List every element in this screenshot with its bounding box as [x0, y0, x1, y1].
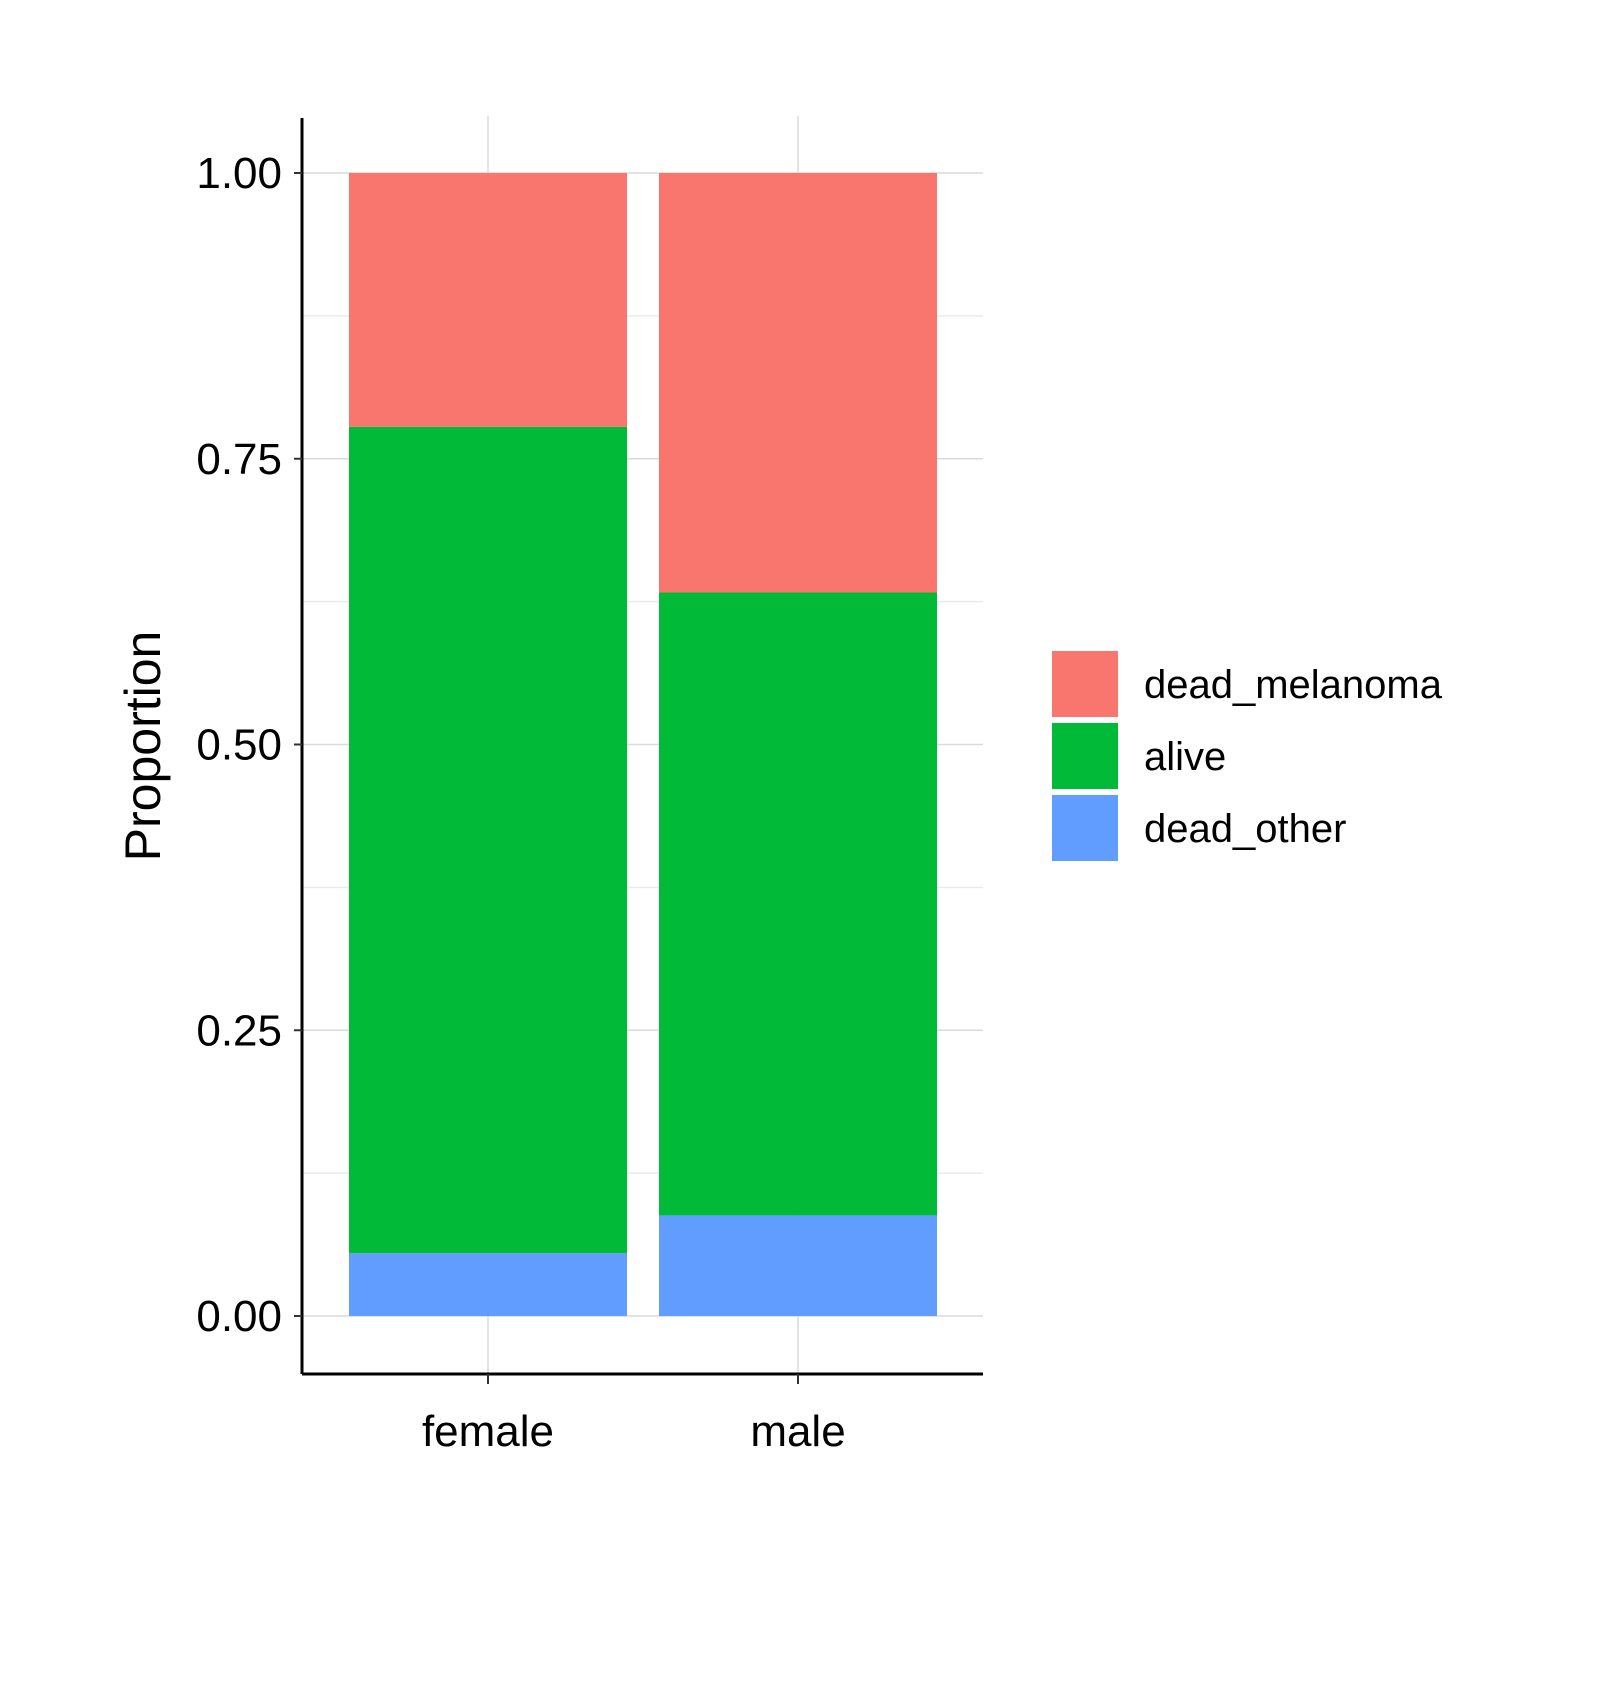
bar-male-alive [659, 592, 937, 1216]
y-tick-label: 0.00 [196, 1292, 282, 1341]
legend-key-dead-melanoma [1052, 651, 1118, 717]
y-tick-label: 1.00 [196, 149, 282, 198]
bar-male-dead-other [659, 1215, 937, 1316]
x-tick-label-male: male [750, 1407, 845, 1456]
y-tick-label: 0.25 [196, 1006, 282, 1055]
bar-female-alive [349, 426, 627, 1254]
bars [349, 173, 937, 1316]
legend-label-dead-melanoma: dead_melanoma [1144, 663, 1443, 707]
legend-label-alive: alive [1144, 735, 1226, 779]
axes [300, 118, 983, 1376]
y-tick-label: 0.50 [196, 721, 282, 770]
y-tick-label: 0.75 [196, 435, 282, 484]
legend-label-dead-other: dead_other [1144, 807, 1346, 851]
bar-female-dead-other [349, 1253, 627, 1316]
bar-male-dead-melanoma [659, 173, 937, 593]
x-axis-ticks: female male [422, 1374, 846, 1456]
legend-key-dead-other [1052, 795, 1118, 861]
legend-key-alive [1052, 723, 1118, 789]
bar-female-dead-melanoma [349, 173, 627, 427]
x-tick-label-female: female [422, 1407, 554, 1456]
y-axis-title: Proportion [115, 631, 171, 862]
y-axis-ticks: 0.00 0.25 0.50 0.75 1.00 [196, 149, 302, 1341]
